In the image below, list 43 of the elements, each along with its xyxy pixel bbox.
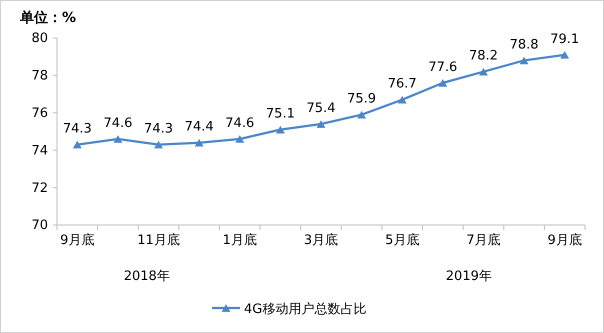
data-label: 76.7 xyxy=(388,76,417,92)
data-label: 75.4 xyxy=(306,101,336,116)
data-label: 79.1 xyxy=(550,32,580,47)
point xyxy=(520,56,529,64)
point xyxy=(316,120,326,128)
point xyxy=(113,135,122,143)
data-label: 75.9 xyxy=(347,92,376,107)
y-tick-label: 80 xyxy=(31,31,48,46)
text: 2018年 xyxy=(124,269,170,284)
y-tick-label: 72 xyxy=(31,180,48,196)
point xyxy=(72,140,82,148)
point xyxy=(194,138,204,147)
data-label: 74.3 xyxy=(144,122,174,137)
y-tick-label: 78 xyxy=(31,68,48,84)
point xyxy=(560,51,570,59)
x-tick-label: 1月底 xyxy=(222,233,257,248)
y-axis-title: 单位：% xyxy=(19,10,76,26)
x-tick-label: 9月底 xyxy=(548,233,582,248)
data-label: 75.1 xyxy=(266,106,295,122)
data-label: 74.3 xyxy=(62,122,92,137)
x-tick-label: 11月底 xyxy=(137,233,180,248)
data-label: 78.2 xyxy=(468,48,498,64)
data-label: 74.6 xyxy=(225,116,254,131)
text: 2019年 xyxy=(446,269,492,284)
y-tick-label: 74 xyxy=(31,143,48,158)
point xyxy=(438,79,448,87)
y-tick-label: 76 xyxy=(31,106,48,121)
point xyxy=(276,126,285,134)
data-label: 74.4 xyxy=(184,120,214,135)
point xyxy=(398,96,407,104)
x-tick-label: 9月底 xyxy=(60,233,94,248)
x-tick-label: 5月底 xyxy=(385,233,420,248)
data-label: 78.8 xyxy=(510,37,539,52)
legend-label: 4G移动用户总数占比 xyxy=(244,302,366,317)
data-label: 74.6 xyxy=(103,116,132,131)
data-label: 77.6 xyxy=(428,60,458,75)
y-tick-label: 70 xyxy=(31,218,48,234)
point xyxy=(479,68,488,76)
x-tick-label: 3月底 xyxy=(304,233,338,248)
point xyxy=(154,140,163,148)
x-tick-label: 7月底 xyxy=(466,233,501,248)
point xyxy=(357,110,366,118)
point xyxy=(235,135,244,143)
